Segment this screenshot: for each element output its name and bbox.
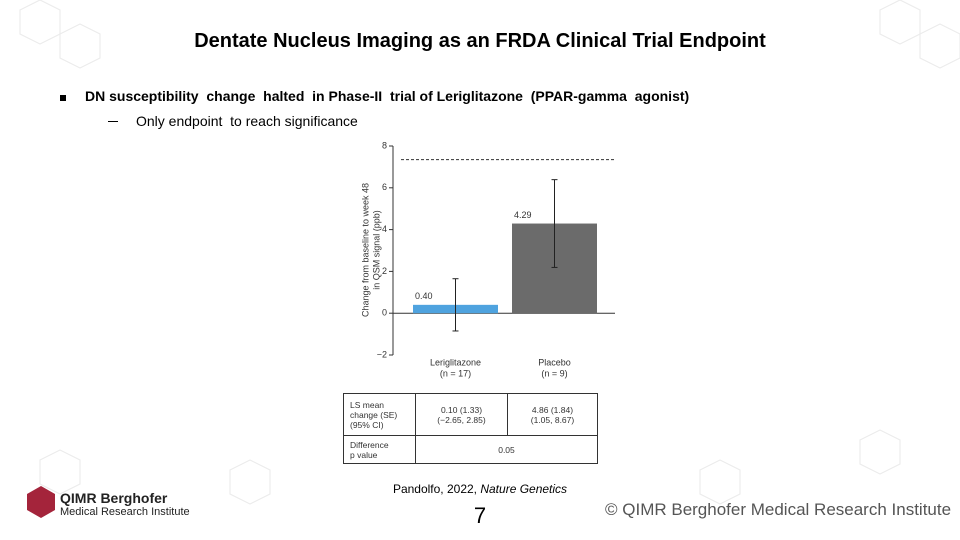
page-number: 7 — [473, 503, 487, 528]
y-tick-label: 2 — [382, 266, 387, 276]
value-label: 4.29 — [514, 210, 532, 220]
bullet-text: DN susceptibility change halted in Phase… — [85, 88, 690, 104]
sub-bullet-marker — [108, 121, 118, 122]
sub-bullet-text: Only endpoint to reach significance — [136, 113, 358, 129]
x-tick-note: (n = 9) — [541, 368, 567, 378]
y-tick-label: −2 — [377, 349, 387, 359]
y-axis-label: Change from baseline to week 48in QSM si… — [361, 183, 382, 317]
logo-subtitle: Medical Research Institute — [60, 506, 190, 518]
slide-title: Dentate Nucleus Imaging as an FRDA Clini… — [194, 30, 766, 52]
x-tick-label: Leriglitazone — [430, 357, 481, 367]
error-bar — [452, 278, 459, 332]
y-tick-label: 0 — [382, 308, 387, 318]
logo-mark — [27, 486, 55, 518]
table-cell: Difference p value — [343, 435, 416, 464]
y-tick-label: 6 — [382, 182, 387, 192]
table-cell: 4.86 (1.84) (1.05, 8.67) — [507, 393, 598, 436]
y-axis-label-line: Change from baseline to week 48 — [361, 183, 371, 317]
y-tick-label: 8 — [382, 140, 387, 150]
table-cell: 0.05 — [415, 435, 598, 464]
table-cell: 0.10 (1.33) (−2.65, 2.85) — [415, 393, 508, 436]
copyright: © QIMR Berghofer Medical Research Instit… — [605, 500, 952, 519]
value-label: 0.40 — [415, 291, 433, 301]
citation-journal: Nature Genetics — [480, 482, 568, 496]
x-tick-note: (n = 17) — [440, 368, 471, 378]
logo-name: QIMR Berghofer — [60, 490, 168, 506]
y-tick-label: 4 — [382, 224, 387, 234]
error-bar — [551, 179, 558, 268]
bullet-marker — [60, 95, 66, 101]
citation: Pandolfo, 2022, Nature Genetics — [0, 482, 960, 496]
citation-text: Pandolfo, 2022, — [392, 482, 481, 496]
x-tick-label: Placebo — [538, 357, 571, 367]
y-axis-label-line: in QSM signal (ppb) — [372, 210, 382, 290]
table-cell: LS mean change (SE) (95% CI) — [343, 393, 416, 436]
